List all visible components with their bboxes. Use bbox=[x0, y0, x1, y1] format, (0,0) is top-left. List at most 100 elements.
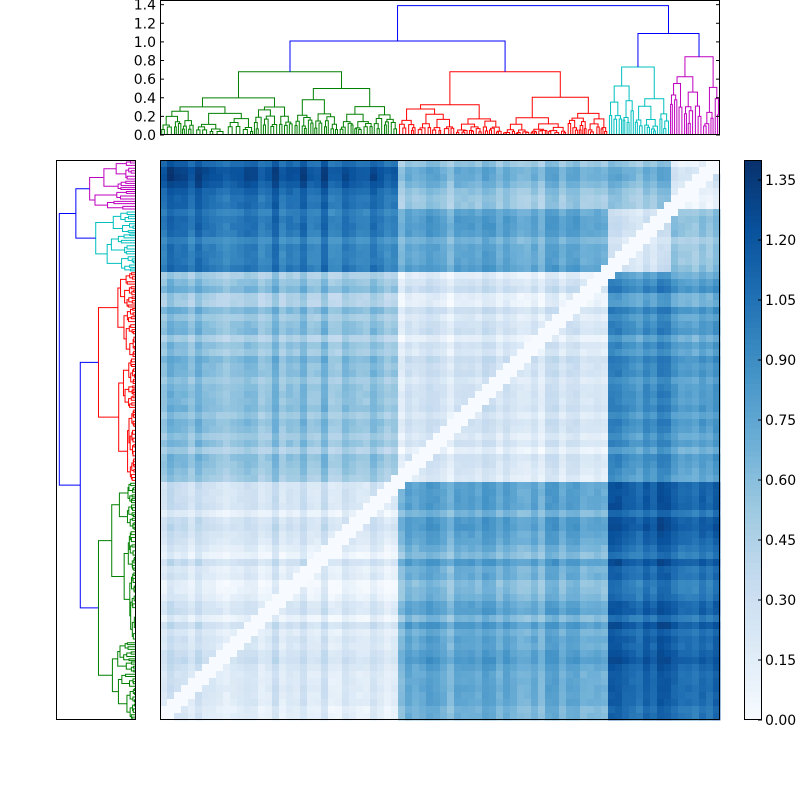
heatmap-cell bbox=[384, 307, 391, 314]
heatmap-cell bbox=[615, 391, 622, 398]
heatmap-cell bbox=[370, 216, 377, 223]
heatmap-cell bbox=[398, 440, 405, 447]
heatmap-cell bbox=[307, 405, 314, 412]
heatmap-cell bbox=[321, 503, 328, 510]
heatmap-cell bbox=[678, 314, 685, 321]
heatmap-cell bbox=[594, 370, 601, 377]
heatmap-cell bbox=[349, 377, 356, 384]
heatmap-cell bbox=[335, 517, 342, 524]
heatmap-cell bbox=[496, 398, 503, 405]
heatmap-cell bbox=[356, 230, 363, 237]
heatmap-cell bbox=[244, 503, 251, 510]
heatmap-cell bbox=[685, 216, 692, 223]
heatmap-cell bbox=[307, 209, 314, 216]
heatmap-cell bbox=[216, 321, 223, 328]
heatmap-cell bbox=[300, 181, 307, 188]
heatmap-cell bbox=[482, 279, 489, 286]
heatmap-cell bbox=[503, 370, 510, 377]
heatmap-cell bbox=[209, 545, 216, 552]
heatmap-cell bbox=[489, 398, 496, 405]
heatmap-cell bbox=[174, 328, 181, 335]
heatmap-cell bbox=[363, 524, 370, 531]
heatmap-cell bbox=[671, 307, 678, 314]
heatmap-cell bbox=[384, 524, 391, 531]
heatmap-cell bbox=[335, 384, 342, 391]
dendrogram-link bbox=[125, 217, 136, 221]
heatmap-cell bbox=[349, 538, 356, 545]
heatmap-cell bbox=[538, 461, 545, 468]
heatmap-cell bbox=[433, 160, 440, 167]
heatmap-cell bbox=[342, 405, 349, 412]
heatmap-cell bbox=[328, 538, 335, 545]
heatmap-cell bbox=[545, 342, 552, 349]
y-tick-label: 0.6 bbox=[134, 72, 156, 88]
heatmap-cell bbox=[272, 328, 279, 335]
heatmap-cell bbox=[699, 398, 706, 405]
heatmap-cell bbox=[566, 447, 573, 454]
heatmap-cell bbox=[699, 272, 706, 279]
heatmap-cell bbox=[664, 223, 671, 230]
heatmap-cell bbox=[174, 181, 181, 188]
heatmap-cell bbox=[699, 405, 706, 412]
heatmap-cell bbox=[349, 405, 356, 412]
heatmap-cell bbox=[391, 258, 398, 265]
heatmap-cell bbox=[636, 300, 643, 307]
dendrogram-link bbox=[597, 127, 599, 135]
heatmap-cell bbox=[286, 447, 293, 454]
heatmap-cell bbox=[237, 202, 244, 209]
heatmap-cell bbox=[272, 216, 279, 223]
heatmap-cell bbox=[517, 454, 524, 461]
heatmap-cell bbox=[202, 258, 209, 265]
heatmap-cell bbox=[510, 510, 517, 517]
heatmap-cell bbox=[174, 405, 181, 412]
heatmap-cell bbox=[580, 475, 587, 482]
heatmap-cell bbox=[174, 524, 181, 531]
heatmap-cell bbox=[601, 307, 608, 314]
heatmap-cell bbox=[594, 412, 601, 419]
heatmap-cell bbox=[237, 230, 244, 237]
heatmap-cell bbox=[265, 202, 272, 209]
heatmap-cell bbox=[496, 419, 503, 426]
heatmap-cell bbox=[335, 482, 342, 489]
dendrogram-link bbox=[450, 72, 560, 105]
heatmap-cell bbox=[251, 468, 258, 475]
heatmap-cell bbox=[195, 370, 202, 377]
heatmap-cell bbox=[636, 272, 643, 279]
heatmap-cell bbox=[300, 223, 307, 230]
heatmap-cell bbox=[391, 384, 398, 391]
heatmap-cell bbox=[384, 531, 391, 538]
heatmap-cell bbox=[356, 342, 363, 349]
heatmap-cell bbox=[643, 209, 650, 216]
heatmap-cell bbox=[188, 405, 195, 412]
heatmap-cell bbox=[223, 440, 230, 447]
heatmap-cell bbox=[412, 489, 419, 496]
heatmap-cell bbox=[503, 496, 510, 503]
heatmap-cell bbox=[265, 468, 272, 475]
heatmap-cell bbox=[587, 265, 594, 272]
heatmap-cell bbox=[636, 202, 643, 209]
heatmap-cell bbox=[237, 468, 244, 475]
heatmap-cell bbox=[384, 223, 391, 230]
heatmap-cell bbox=[237, 510, 244, 517]
heatmap-cell bbox=[279, 405, 286, 412]
heatmap-cell bbox=[503, 440, 510, 447]
heatmap-cell bbox=[237, 503, 244, 510]
heatmap-cell bbox=[237, 188, 244, 195]
heatmap-cell bbox=[594, 244, 601, 251]
heatmap-cell bbox=[657, 258, 664, 265]
heatmap-cell bbox=[279, 524, 286, 531]
heatmap-cell bbox=[636, 503, 643, 510]
heatmap-cell bbox=[706, 496, 713, 503]
heatmap-cell bbox=[468, 412, 475, 419]
heatmap-cell bbox=[573, 510, 580, 517]
heatmap-cell bbox=[601, 510, 608, 517]
heatmap-cell bbox=[482, 314, 489, 321]
heatmap-cell bbox=[475, 356, 482, 363]
heatmap-cell bbox=[174, 538, 181, 545]
heatmap-cell bbox=[237, 377, 244, 384]
heatmap-cell bbox=[349, 412, 356, 419]
heatmap-cell bbox=[384, 468, 391, 475]
heatmap-cell bbox=[552, 293, 559, 300]
heatmap-cell bbox=[195, 510, 202, 517]
heatmap-cell bbox=[314, 335, 321, 342]
